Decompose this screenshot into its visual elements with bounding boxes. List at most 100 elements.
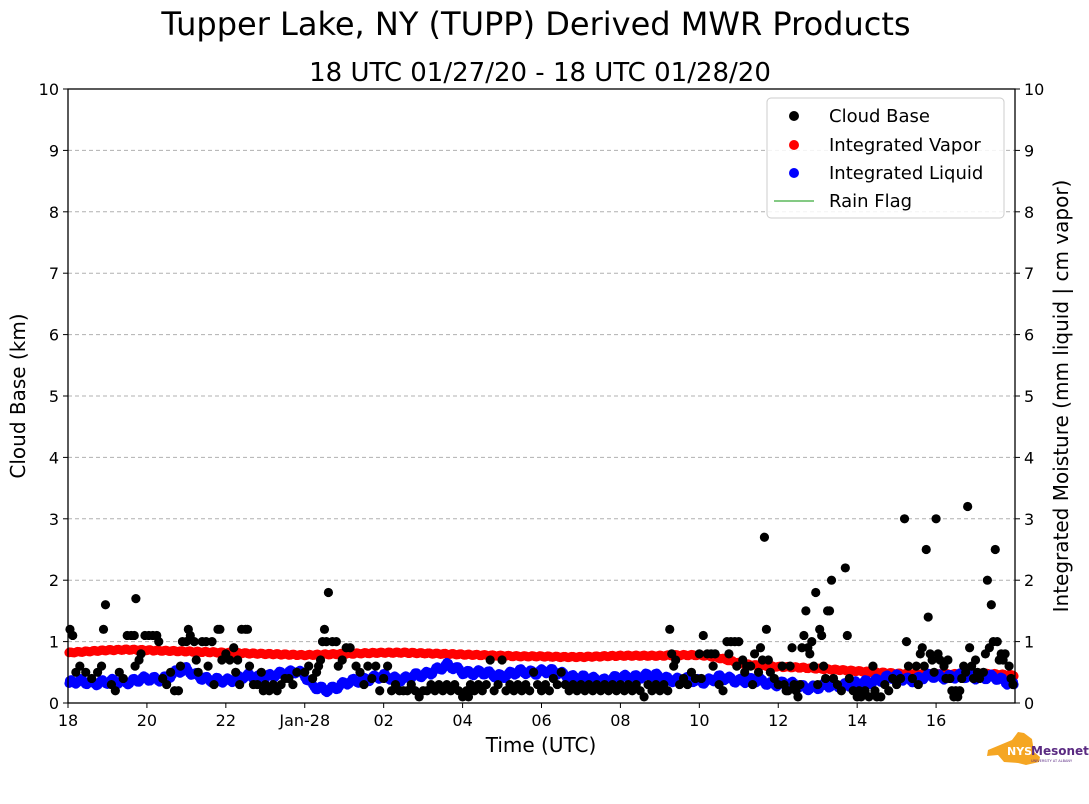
- cloud-base-point: [901, 637, 912, 647]
- legend-label-integrated-vapor: Integrated Vapor: [829, 135, 981, 156]
- legend-marker-integrated-liquid: [789, 168, 799, 178]
- logo-nys: NYS: [1007, 745, 1032, 758]
- x-tick-label: 22: [216, 711, 236, 730]
- y-tick-label-right: 8: [1024, 203, 1034, 222]
- y-tick-label-right: 4: [1024, 448, 1034, 467]
- cloud-base-point: [842, 630, 852, 641]
- y-axis-label-left: Cloud Base (km): [6, 313, 30, 478]
- cloud-base-point: [665, 624, 675, 634]
- cloud-base-point: [749, 649, 760, 659]
- y-tick-label-right: 6: [1024, 326, 1034, 345]
- cloud-base-point: [215, 624, 225, 634]
- legend-box: [766, 97, 1005, 219]
- x-tick-label: 02: [373, 711, 393, 730]
- cloud-base-point: [525, 686, 535, 696]
- x-tick-label: 16: [926, 711, 946, 730]
- cloud-base-point: [759, 532, 770, 542]
- legend-label-rain-flag: Rain Flag: [829, 191, 912, 212]
- cloud-base-point: [921, 544, 931, 555]
- cloud-base-point: [978, 667, 989, 677]
- cloud-base-point: [175, 661, 186, 671]
- y-tick-label-left: 1: [49, 633, 59, 652]
- y-tick-label-right: 7: [1024, 264, 1034, 283]
- legend-marker-integrated-vapor: [789, 140, 799, 150]
- cloud-base-point: [813, 679, 823, 690]
- cloud-base-point: [242, 624, 253, 634]
- cloud-base-point: [331, 637, 341, 647]
- cloud-base-point: [868, 661, 878, 671]
- cloud-base-point: [663, 686, 673, 696]
- cloud-base-point: [945, 673, 955, 684]
- cloud-base-point: [189, 637, 199, 647]
- y-tick-label-right: 1: [1024, 633, 1034, 652]
- cloud-base-point: [363, 661, 373, 671]
- cloud-base-point: [1008, 679, 1018, 690]
- y-tick-label-right: 9: [1024, 141, 1034, 160]
- y-axis-label-right: Integrated Moisture (mm liquid | cm vapo…: [1049, 180, 1073, 613]
- cloud-base-point: [225, 655, 235, 665]
- cloud-base-point: [235, 679, 245, 690]
- y-tick-label-left: 7: [49, 264, 59, 283]
- x-tick-label: 10: [689, 711, 709, 730]
- y-tick-label-right: 0: [1024, 694, 1034, 713]
- cloud-base-point: [552, 679, 562, 690]
- cloud-base-point: [809, 661, 819, 671]
- cloud-base-point: [929, 667, 939, 677]
- cloud-base-point: [304, 661, 314, 671]
- cloud-base-point: [763, 655, 773, 665]
- x-tick-label: 20: [137, 711, 157, 730]
- x-tick-label: 14: [847, 711, 867, 730]
- cloud-base-point: [864, 692, 874, 702]
- cloud-base-point: [895, 673, 906, 684]
- cloud-base-point: [753, 667, 764, 677]
- cloud-base-point: [371, 661, 381, 671]
- cloud-base-point: [805, 649, 815, 659]
- cloud-base-point: [165, 667, 176, 677]
- cloud-base-point: [68, 630, 78, 641]
- logo-mesonet: Mesonet: [1031, 744, 1089, 758]
- y-tick-label-right: 2: [1024, 571, 1034, 590]
- y-tick-label-left: 10: [39, 80, 59, 99]
- cloud-base-point: [821, 673, 831, 684]
- cloud-base-point: [913, 679, 923, 690]
- cloud-base-point: [233, 655, 243, 665]
- cloud-base-point: [87, 673, 97, 684]
- cloud-base-point: [345, 643, 355, 653]
- cloud-base-point: [231, 667, 241, 677]
- x-tick-label: Jan-28: [278, 711, 330, 730]
- cloud-base-point: [81, 667, 91, 677]
- y-tick-label-left: 4: [49, 448, 59, 467]
- cloud-base-point: [288, 679, 298, 690]
- cloud-base-point: [75, 661, 85, 671]
- cloud-base-point: [931, 514, 941, 524]
- cloud-base-point: [110, 686, 120, 696]
- cloud-base-point: [203, 661, 213, 671]
- cloud-base-point: [529, 667, 539, 677]
- y-tick-label-left: 3: [49, 510, 59, 529]
- y-tick-label-left: 8: [49, 203, 59, 222]
- cloud-base-point: [379, 673, 389, 684]
- cloud-base-point: [315, 655, 326, 665]
- legend: Cloud Base Integrated Vapor Integrated L…: [766, 97, 1005, 219]
- cloud-base-point: [884, 686, 894, 696]
- cloud-base-point: [710, 649, 720, 659]
- cloud-base-point: [799, 630, 809, 641]
- cloud-base-point: [173, 686, 184, 696]
- cloud-base-point: [129, 630, 139, 641]
- cloud-base-point: [903, 661, 914, 671]
- cloud-base-point: [992, 637, 1002, 647]
- cloud-base-point: [746, 661, 756, 671]
- cloud-base-point: [207, 637, 217, 647]
- y-tick-label-left: 0: [49, 694, 59, 713]
- y-tick-label-left: 6: [49, 326, 59, 345]
- y-tick-label-left: 2: [49, 571, 59, 590]
- cloud-base-point: [383, 661, 393, 671]
- cloud-base-point: [982, 575, 992, 585]
- cloud-base-point: [375, 686, 385, 696]
- cloud-base-point: [497, 655, 507, 665]
- x-axis-label: Time (UTC): [485, 733, 597, 757]
- cloud-base-point: [682, 679, 693, 690]
- cloud-base-point: [319, 624, 330, 634]
- cloud-base-point: [734, 637, 744, 647]
